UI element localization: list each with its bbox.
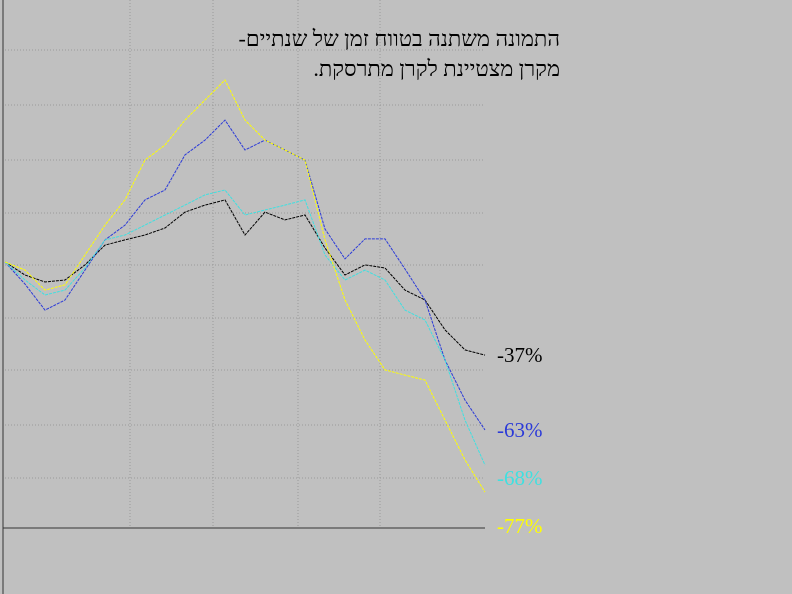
- series-line: [4, 79, 486, 493]
- title: התמונה משתנה בטווח זמן של שנתיים- מקרן מ…: [140, 24, 560, 84]
- end-label: -77%: [497, 514, 543, 538]
- series-line: [4, 189, 486, 466]
- title-line: התמונה משתנה בטווח זמן של שנתיים-: [238, 26, 560, 51]
- series-line: [4, 119, 486, 431]
- series-line: [4, 199, 486, 356]
- end-label: -37%: [497, 343, 543, 367]
- grid: [5, 0, 485, 528]
- title-line: מקרן מצטיינת לקרן מתרסקת.: [313, 56, 560, 81]
- end-label: -63%: [497, 418, 543, 442]
- end-label: -68%: [497, 466, 543, 490]
